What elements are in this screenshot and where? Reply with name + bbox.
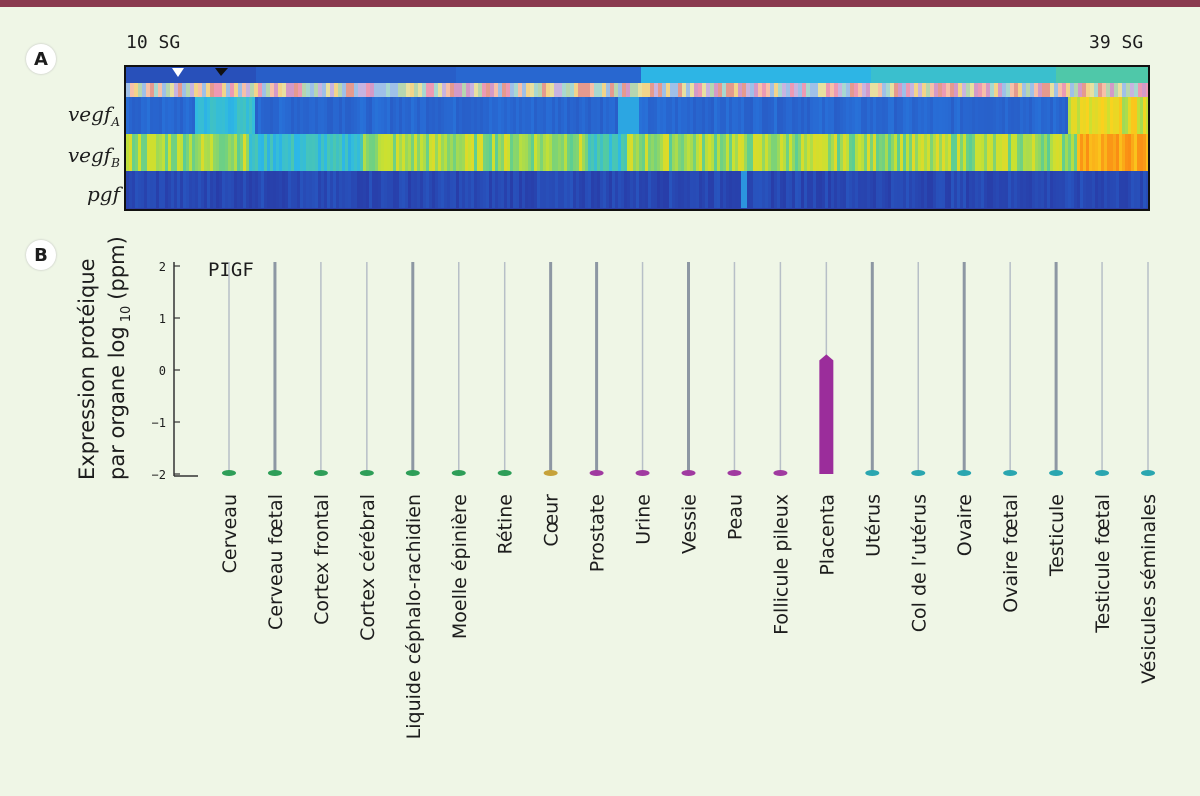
x-tick-label: Peau xyxy=(724,494,746,540)
y-axis-label-line1: Expression protéique xyxy=(75,258,99,480)
bar-4 xyxy=(405,470,420,476)
bar-17 xyxy=(1003,470,1018,476)
y-tick-label: −2 xyxy=(152,468,166,482)
x-tick-label: Prostate xyxy=(587,494,609,572)
start-marker-icon xyxy=(172,68,184,77)
heatmap-cells xyxy=(126,67,1148,208)
y-tick-label: 2 xyxy=(159,260,166,274)
bar-7 xyxy=(543,470,558,476)
gene-name: pgf xyxy=(86,182,120,206)
x-tick-label: Ovaire xyxy=(954,494,976,556)
y-ticks: 2 1 0 −1 −2 xyxy=(152,260,180,482)
x-tick-label: Utérus xyxy=(862,494,884,557)
bar-16 xyxy=(957,470,972,476)
x-tick-label: Urine xyxy=(633,494,655,545)
y-axis-label-unit: (ppm) xyxy=(105,236,129,300)
bar-5 xyxy=(451,470,466,476)
top-rule xyxy=(0,0,1200,7)
panel-a-badge: A xyxy=(26,44,56,74)
bar-9 xyxy=(635,470,650,476)
y-axis-label-line2: par organe log 10 (ppm) xyxy=(105,236,134,480)
bar-10 xyxy=(681,470,696,476)
x-tick-label: Placenta xyxy=(816,494,838,576)
x-tick-labels: Cerveau Cerveau fœtal Cortex frontal Cortex… xyxy=(219,494,1160,740)
bar-3 xyxy=(359,470,374,476)
gene-subscript: A xyxy=(111,115,120,129)
y-axis-label: Expression protéique par organe log 10 (pp… xyxy=(75,236,134,480)
x-tick-label: Liquide céphalo-rachidien xyxy=(403,494,425,739)
y-axis-label-main: par organe log xyxy=(105,326,129,480)
bar-6 xyxy=(497,470,512,476)
x-tick-label: Cortex cérébral xyxy=(357,494,379,641)
gene-label-vegfb: vegfB xyxy=(10,143,120,170)
x-tick-label: Rétine xyxy=(495,494,517,555)
bar-8 xyxy=(589,470,604,476)
bar-14 xyxy=(865,470,880,476)
y-tick-label: 1 xyxy=(159,312,166,326)
gene-label-vegfa: vegfA xyxy=(10,102,120,129)
heatmap-canvas xyxy=(126,67,1148,208)
timeline-end-label: 39 SG xyxy=(1089,32,1144,53)
bar-20 xyxy=(1141,470,1155,476)
y-axis-label-subscript: 10 xyxy=(119,306,134,323)
x-tick-label: Vessie xyxy=(679,494,701,554)
gene-subscript: B xyxy=(111,156,120,170)
x-tick-label: Moelle épinière xyxy=(449,494,471,639)
bar-12 xyxy=(773,470,788,476)
x-tick-label: Ovaire fœtal xyxy=(1000,494,1022,613)
x-tick-label: Cerveau xyxy=(219,494,241,573)
x-tick-label: Cortex frontal xyxy=(311,494,333,625)
y-tick-label: −1 xyxy=(152,416,166,430)
timeline-start-label: 10 SG xyxy=(126,32,181,53)
gene-name: vegf xyxy=(67,143,112,167)
gene-name: vegf xyxy=(67,102,112,126)
bar-series xyxy=(222,262,1155,476)
bar-11 xyxy=(727,470,742,476)
x-tick-label: Testicule xyxy=(1046,494,1068,577)
bar-1 xyxy=(267,470,282,476)
panel-b-badge: B xyxy=(26,240,56,270)
x-tick-label: Testicule fœtal xyxy=(1092,494,1114,634)
bar-19 xyxy=(1095,470,1110,476)
x-tick-label: Cerveau fœtal xyxy=(265,494,287,630)
black-marker-icon xyxy=(215,68,228,76)
bar-15 xyxy=(911,470,926,476)
x-tick-label: Follicule pileux xyxy=(770,494,792,635)
expression-heatmap xyxy=(124,65,1150,211)
y-tick-label: 0 xyxy=(159,364,166,378)
chart-title: PIGF xyxy=(208,259,254,281)
x-tick-label: Cœur xyxy=(541,494,563,547)
bar-13 xyxy=(819,354,834,474)
gene-label-pgf: pgf xyxy=(10,182,120,206)
bar-18 xyxy=(1049,470,1064,476)
bar-2 xyxy=(313,470,328,476)
x-tick-label: Vésicules séminales xyxy=(1138,494,1160,684)
x-tick-label: Col de l’utérus xyxy=(908,494,930,632)
bar-0 xyxy=(222,470,236,476)
